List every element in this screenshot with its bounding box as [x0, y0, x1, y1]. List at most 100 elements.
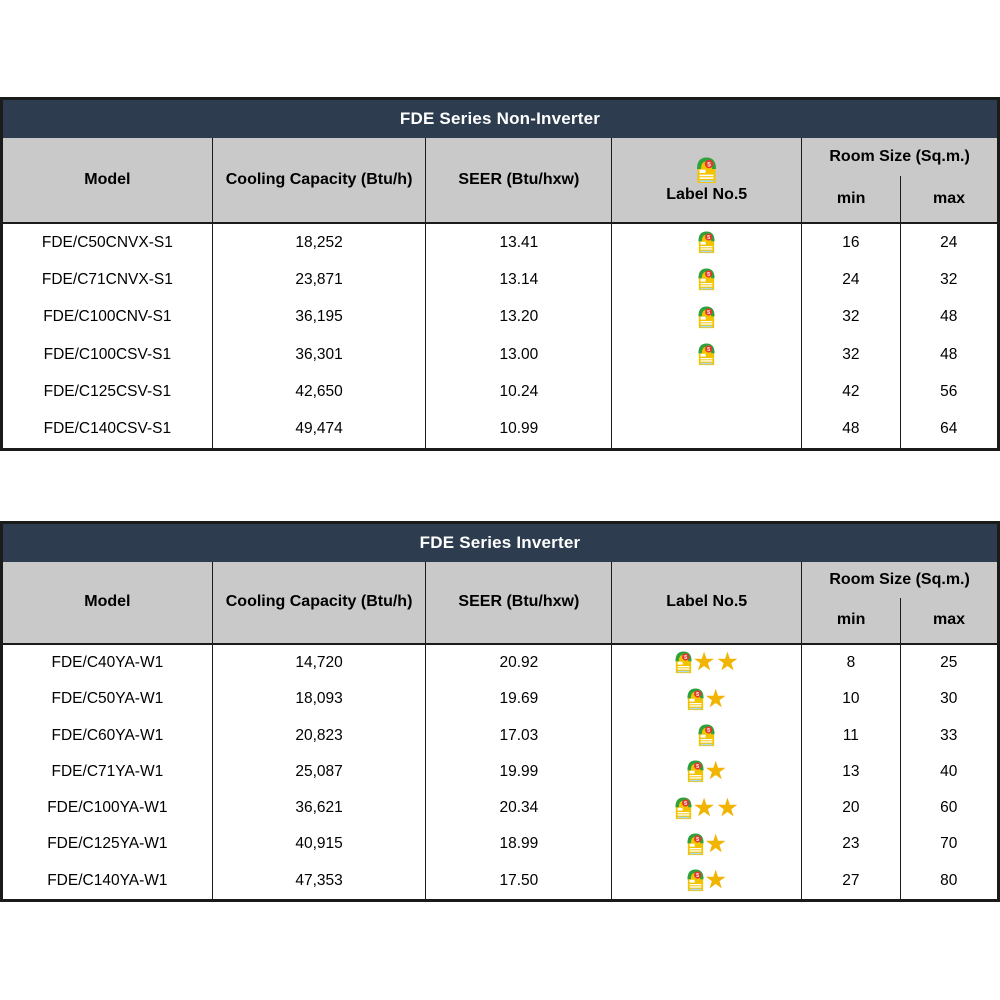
table-row: FDE/C50CNVX-S1 18,252 13.41 5 16 24	[3, 224, 997, 262]
table-body: FDE/C50CNVX-S1 18,252 13.41 5 16 24 FDE/C71CNV…	[3, 224, 997, 448]
svg-text:5: 5	[707, 310, 710, 316]
energy-label-no5-icon: 5	[698, 306, 715, 329]
room-size-min-cell: 20	[801, 789, 899, 827]
room-size-max-cell: 80	[899, 862, 997, 899]
cooling-capacity-cell-value: 47,353	[295, 871, 343, 889]
svg-text:5: 5	[696, 764, 699, 770]
model-cell: FDE/C100YA-W1	[3, 790, 212, 826]
cooling-capacity-cell-value: 20,823	[295, 726, 343, 744]
label-rating: 5 ★	[686, 868, 727, 893]
star-icon: ★	[704, 757, 727, 786]
room-size-max-cell-value: 40	[940, 762, 958, 780]
svg-text:5: 5	[707, 728, 710, 734]
table-row: FDE/C50YA-W1 18,093 19.69 5 ★ 10 30	[3, 681, 997, 718]
seer-cell-value: 19.99	[499, 762, 539, 780]
model-cell-value: FDE/C100CSV-S1	[43, 345, 172, 363]
room-size-max-cell: 48	[899, 335, 997, 374]
room-size-max-cell-value: 60	[940, 799, 958, 817]
column-header-model: Model	[3, 138, 212, 222]
seer-cell-value: 20.92	[499, 653, 539, 671]
model-cell-value: FDE/C50YA-W1	[51, 690, 164, 708]
room-size-max-cell: 70	[899, 826, 997, 863]
cooling-capacity-cell: 42,650	[211, 373, 426, 411]
label-rating: 5	[698, 268, 715, 291]
label-no5-cell	[611, 373, 801, 411]
seer-cell-value: 13.00	[499, 345, 539, 363]
room-size-max-cell: 25	[899, 644, 997, 682]
table-title-bar: FDE Series Inverter	[3, 523, 997, 562]
model-cell: FDE/C71CNVX-S1	[3, 261, 212, 298]
room-size-min-cell-value: 23	[842, 835, 860, 853]
room-size-max-cell-value: 30	[940, 690, 958, 708]
seer-cell: 20.34	[425, 789, 611, 827]
room-size-subheaders: min max	[802, 598, 997, 643]
energy-label-no5-icon: 5	[696, 157, 717, 184]
room-size-min-cell-value: 48	[842, 420, 860, 438]
cooling-capacity-cell: 20,823	[211, 717, 426, 754]
cooling-capacity-cell-value: 40,915	[295, 835, 343, 853]
svg-text:5: 5	[708, 161, 712, 168]
room-size-min-cell: 42	[801, 373, 899, 411]
room-size-min-cell: 8	[801, 644, 899, 682]
model-cell-value: FDE/C100YA-W1	[47, 799, 168, 817]
table-row: FDE/C71YA-W1 25,087 19.99 5 ★ 13 40	[3, 753, 997, 790]
room-size-min-cell-value: 8	[846, 653, 856, 671]
room-size-max-cell-value: 70	[940, 835, 958, 853]
column-header-label-no5: 5 Label No.5	[611, 138, 801, 222]
room-size-min-cell-value: 24	[842, 270, 860, 288]
model-cell: FDE/C50CNVX-S1	[3, 224, 212, 261]
room-size-min-cell-value: 27	[842, 871, 860, 889]
room-size-min-cell-value: 13	[842, 762, 860, 780]
model-cell-value: FDE/C71YA-W1	[51, 762, 164, 780]
model-cell: FDE/C50YA-W1	[3, 681, 212, 717]
label-rating: 5	[698, 343, 715, 366]
table-row: FDE/C100CSV-S1 36,301 13.00 5 32 48	[3, 335, 997, 374]
model-cell-value: FDE/C50CNVX-S1	[41, 233, 173, 251]
room-size-max-cell: 64	[899, 410, 997, 448]
room-size-span-header: Room Size (Sq.m.)	[802, 138, 997, 176]
energy-label-no5-icon: 5	[698, 268, 715, 291]
label-rating: 5	[698, 231, 715, 254]
table-title-bar: FDE Series Non-Inverter	[3, 100, 997, 138]
column-header-room-size: Room Size (Sq.m.) min max	[801, 138, 997, 222]
energy-label-no5-icon: 5	[686, 869, 704, 892]
star-icon: ★	[716, 793, 739, 822]
cooling-capacity-cell: 36,301	[211, 335, 426, 374]
table-title: FDE Series Non-Inverter	[399, 109, 601, 128]
star-icon: ★	[704, 684, 727, 713]
model-cell-value: FDE/C40YA-W1	[51, 653, 164, 671]
room-size-min-cell: 16	[801, 224, 899, 262]
seer-cell-value: 10.99	[499, 420, 539, 438]
cooling-capacity-cell: 18,093	[211, 681, 426, 718]
room-size-min-cell: 23	[801, 826, 899, 863]
column-header-min: min	[802, 176, 900, 222]
table-row: FDE/C71CNVX-S1 23,871 13.14 5 24 32	[3, 261, 997, 299]
table-row: FDE/C125YA-W1 40,915 18.99 5 ★ 23 70	[3, 826, 997, 863]
room-size-min-cell-value: 42	[842, 382, 860, 400]
room-size-max-cell: 56	[899, 373, 997, 411]
room-size-min-cell-value: 20	[842, 799, 860, 817]
seer-cell: 20.92	[425, 644, 611, 682]
cooling-capacity-cell-value: 36,195	[295, 308, 343, 326]
room-size-max-cell-value: 56	[940, 382, 958, 400]
column-header-model: Model	[3, 562, 212, 643]
cooling-capacity-cell: 23,871	[211, 261, 426, 299]
label-no5-cell: 5 ★	[611, 826, 801, 863]
model-cell: FDE/C100CSV-S1	[3, 336, 212, 373]
model-cell-value: FDE/C125CSV-S1	[43, 382, 172, 400]
label-rating: 5 ★	[686, 831, 727, 857]
energy-label-no5-icon: 5	[686, 688, 704, 711]
model-cell-value: FDE/C140CSV-S1	[43, 420, 172, 438]
model-cell: FDE/C125YA-W1	[3, 826, 212, 862]
room-size-min-cell: 48	[801, 410, 899, 448]
seer-cell: 17.03	[425, 717, 611, 754]
seer-cell-value: 13.14	[499, 270, 539, 288]
seer-cell: 13.14	[425, 261, 611, 299]
room-size-max-cell: 48	[899, 298, 997, 336]
label-no5-cell: 5 ★	[611, 681, 801, 718]
room-size-min-cell-value: 32	[842, 345, 860, 363]
column-header-label-no5: Label No.5	[611, 561, 801, 643]
room-size-max-cell: 40	[899, 753, 997, 790]
seer-cell-value: 17.50	[499, 871, 539, 889]
column-header-cooling-capacity: Cooling Capacity (Btu/h)	[211, 561, 426, 643]
